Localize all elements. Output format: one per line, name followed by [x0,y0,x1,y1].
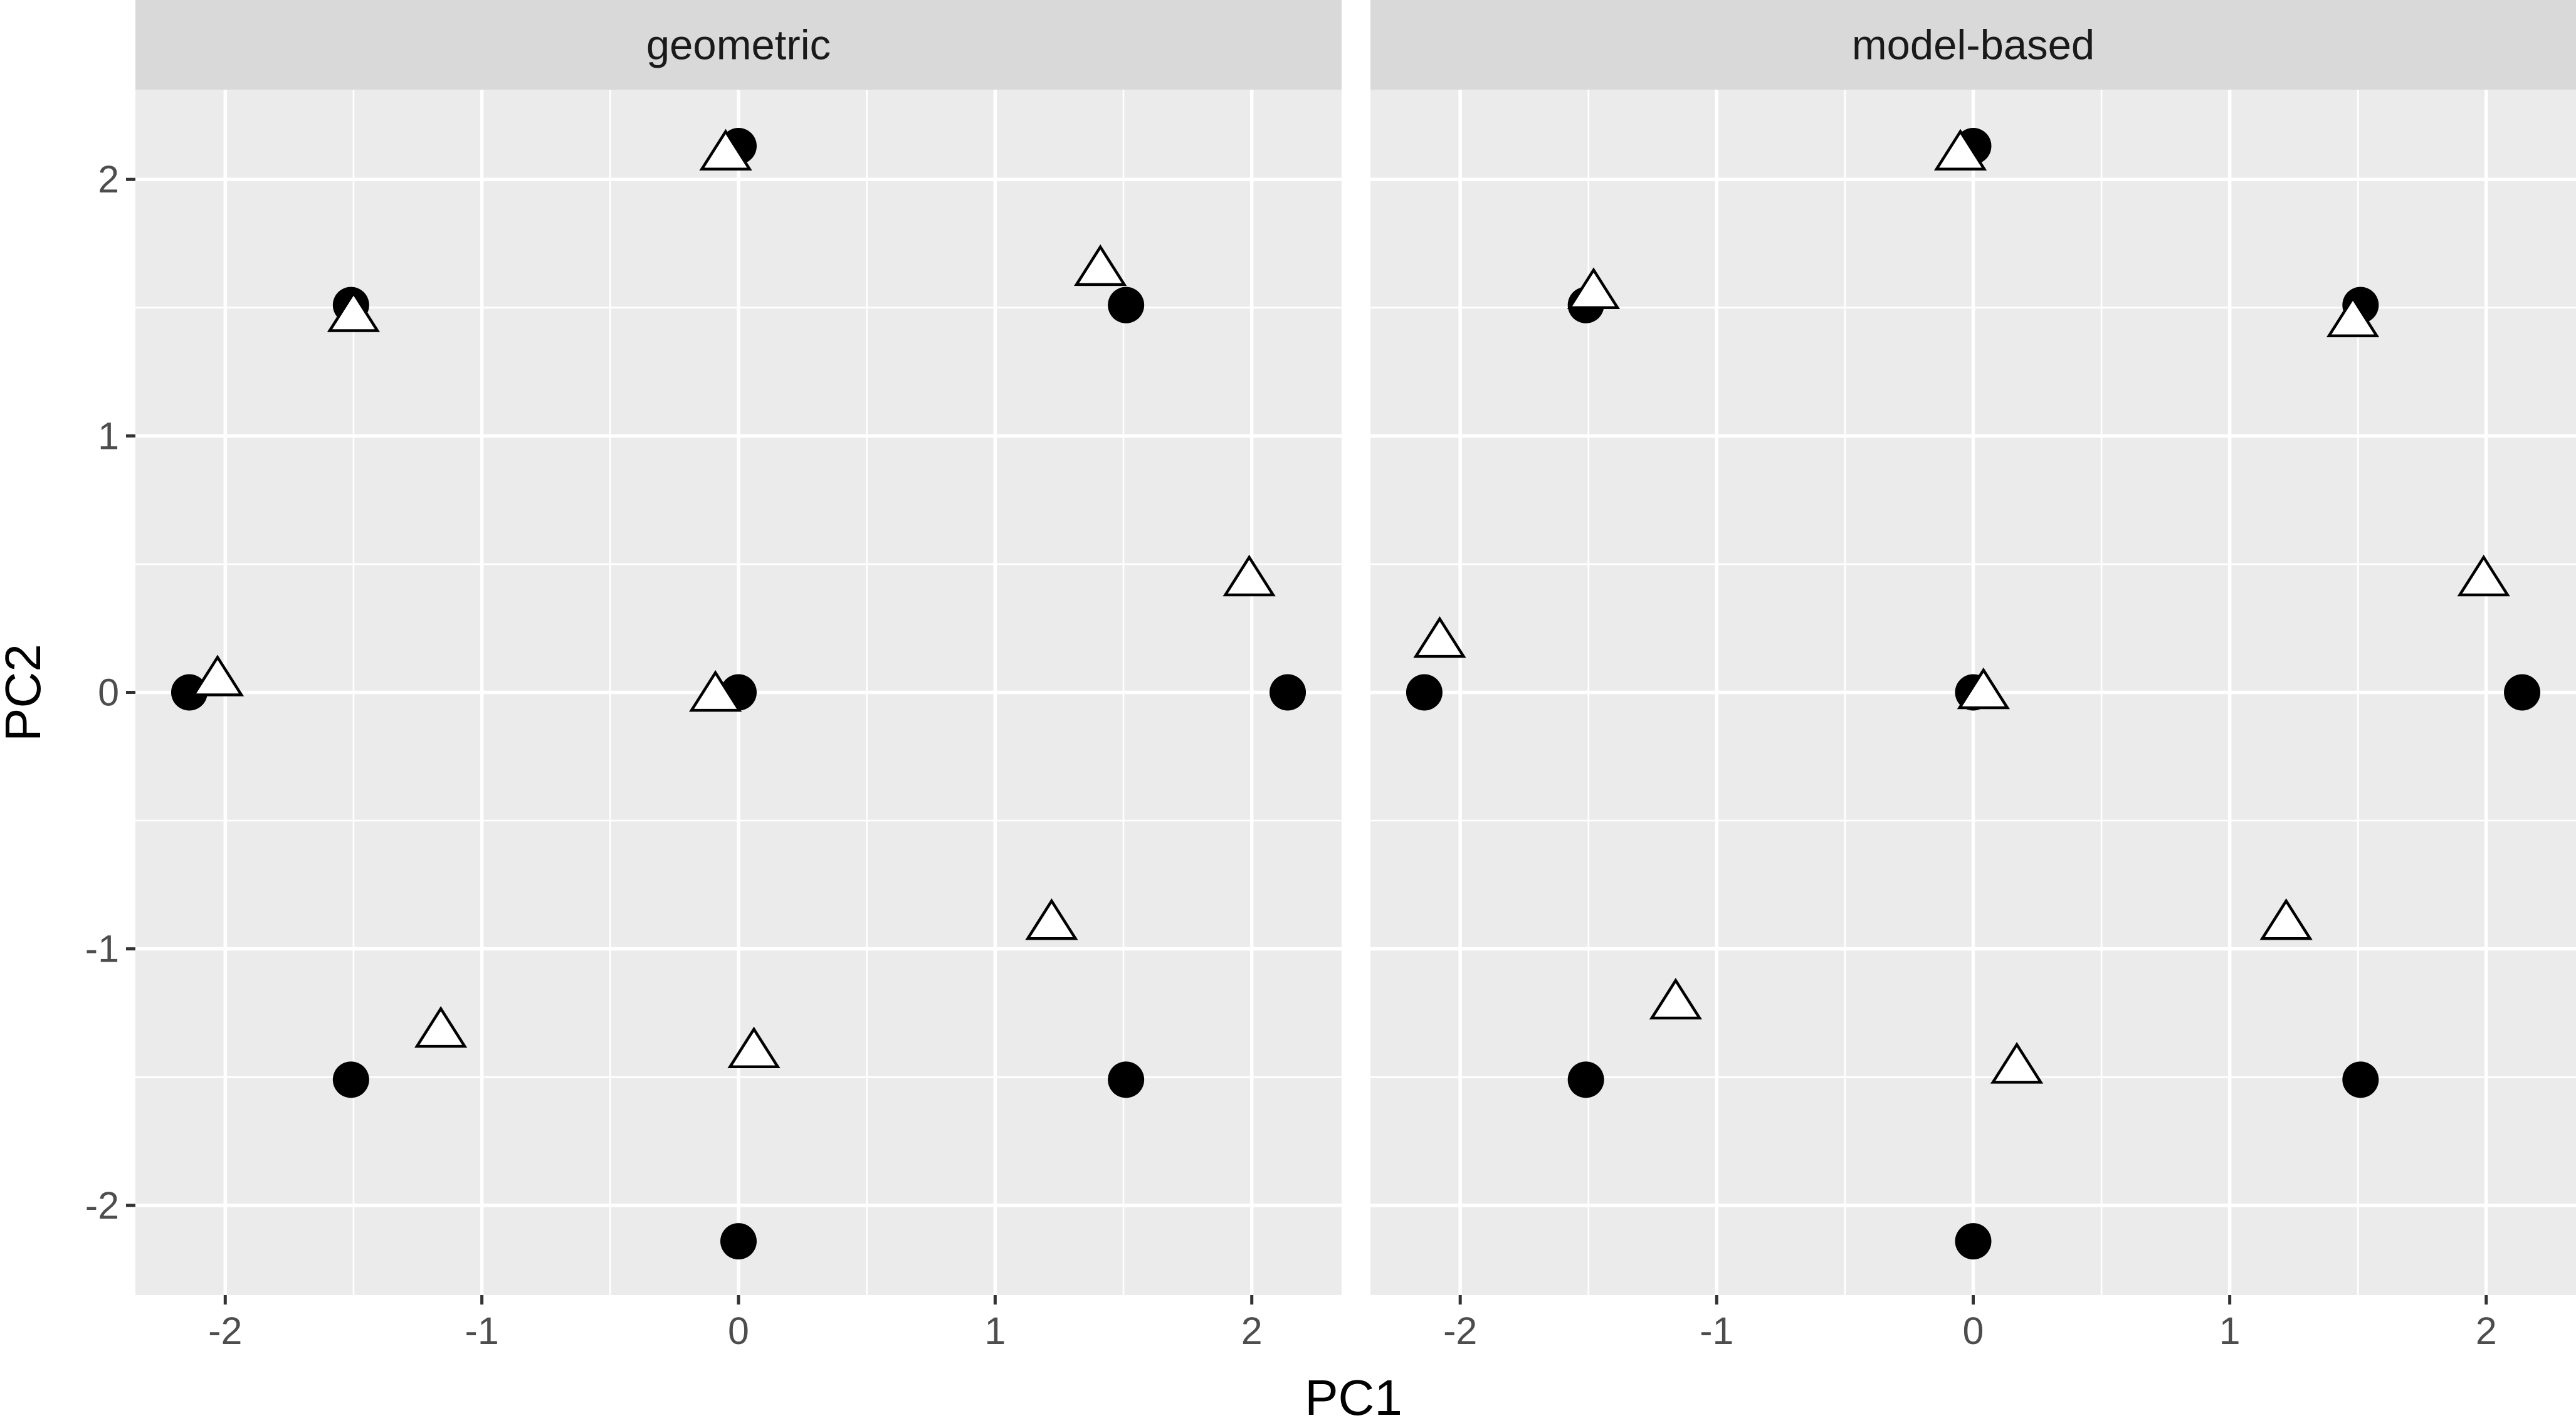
facets: geometric -2 -1 0 1 2 model-based -2 -1 0 1 2 [135,0,2576,1352]
data-point-triangle [1074,244,1127,286]
facet-strip-label: geometric [646,22,831,69]
x-tick-label: 1 [2219,1310,2241,1352]
x-tick-label: 2 [2476,1310,2497,1352]
data-point-triangle [327,290,381,332]
y-tick-label: 2 [98,158,119,201]
data-point-circle [1955,1223,1992,1260]
x-tick-label: -1 [1700,1310,1733,1352]
data-point-triangle [1990,1042,2044,1084]
data-point-triangle [699,129,752,171]
facet-strip [1370,0,2576,90]
data-point-triangle [2326,295,2380,337]
x-tick-label: 1 [984,1310,1006,1352]
x-tick-label: 2 [1241,1310,1263,1352]
series-triangle [1413,129,2510,1084]
data-point-circle [1406,674,1443,711]
facet-strip-label: model-based [1852,22,2095,69]
x-tick-label: -1 [465,1310,499,1352]
facet-panel-2: model-based -2 -1 0 1 2 [1370,0,2576,1352]
data-point-circle [1567,1061,1604,1098]
y-tick-label: -2 [85,1184,119,1227]
data-point-circle [1108,286,1145,323]
data-point-circle [1108,1061,1145,1098]
x-axis-title: PC1 [1305,1370,1402,1423]
data-point-circle [2504,674,2541,711]
y-tick-label: 1 [98,414,119,457]
data-point-triangle [727,1026,781,1069]
data-point-triangle [1222,554,1276,597]
facet-strip [135,0,1342,90]
x-tick-label: 0 [1963,1310,1984,1352]
data-point-triangle [1649,977,1703,1020]
x-tick-label: -2 [208,1310,242,1352]
data-point-triangle [1933,129,1987,171]
y-axis-title: PC2 [0,644,51,742]
data-point-circle [2342,1061,2379,1098]
data-point-circle [1270,674,1306,711]
data-point-triangle [1567,267,1621,309]
data-point-triangle [191,654,244,696]
data-point-triangle [689,669,742,712]
series-triangle [191,129,1276,1069]
data-point-circle [332,1061,369,1098]
y-tick-label: 0 [98,671,119,714]
data-point-circle [720,1223,757,1260]
data-point-circle [171,674,208,711]
data-point-triangle [1957,667,2011,710]
x-tick-label: -2 [1443,1310,1477,1352]
data-point-triangle [1025,898,1078,940]
data-point-triangle [2259,898,2313,940]
data-point-triangle [414,1006,468,1048]
facet-panel-1: geometric -2 -1 0 1 2 [135,0,1342,1352]
data-point-triangle [1413,616,1466,658]
y-axis: -2 -1 0 1 2 [85,158,135,1227]
y-tick-label: -1 [85,928,119,970]
x-tick-label: 0 [728,1310,749,1352]
data-point-triangle [2457,554,2510,597]
